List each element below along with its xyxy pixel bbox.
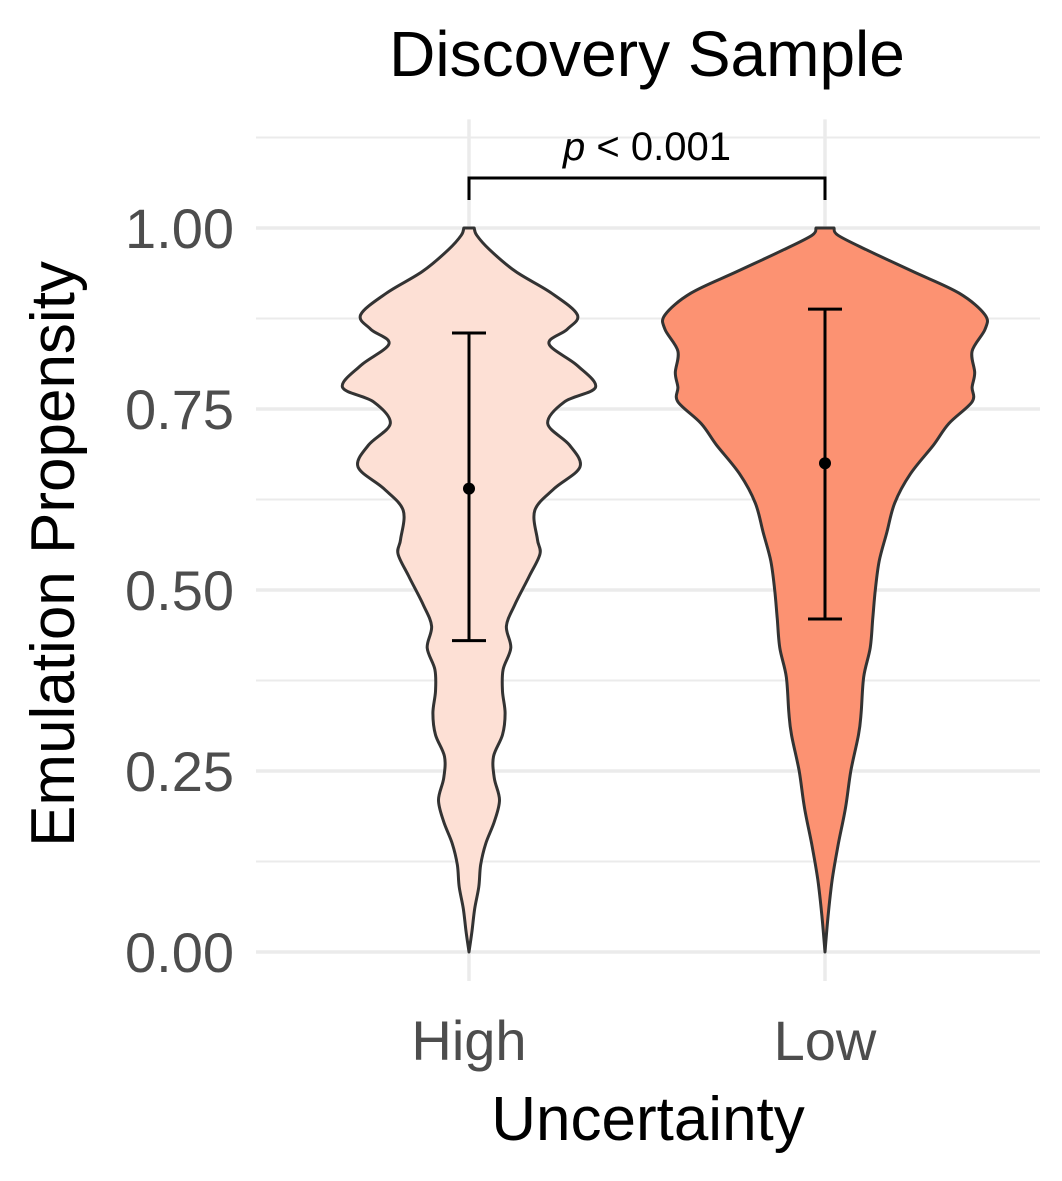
x-tick-label: High (411, 1009, 526, 1072)
x-axis-title: Uncertainty (491, 1085, 805, 1154)
y-tick-labels: 0.00 0.25 0.50 0.75 1.00 (125, 197, 234, 984)
x-tick-label: Low (774, 1009, 877, 1072)
p-value-label: p < 0.001 (562, 125, 731, 169)
y-axis-title: Emulation Propensity (19, 261, 88, 847)
error-bars (452, 307, 842, 643)
mean-point (819, 457, 831, 470)
mean-point (463, 482, 475, 495)
significance-bracket (467, 176, 827, 200)
y-tick-label: 0.75 (125, 378, 234, 441)
p-symbol: p (562, 125, 585, 169)
y-tick-label: 0.50 (125, 559, 234, 622)
chart-title: Discovery Sample (389, 18, 905, 90)
p-value-text: < 0.001 (585, 125, 731, 169)
y-tick-label: 0.00 (125, 921, 234, 984)
y-tick-label: 1.00 (125, 197, 234, 260)
significance-annotation: p < 0.001 (467, 125, 827, 200)
x-tick-labels: High Low (411, 1009, 877, 1072)
y-tick-label: 0.25 (125, 740, 234, 803)
